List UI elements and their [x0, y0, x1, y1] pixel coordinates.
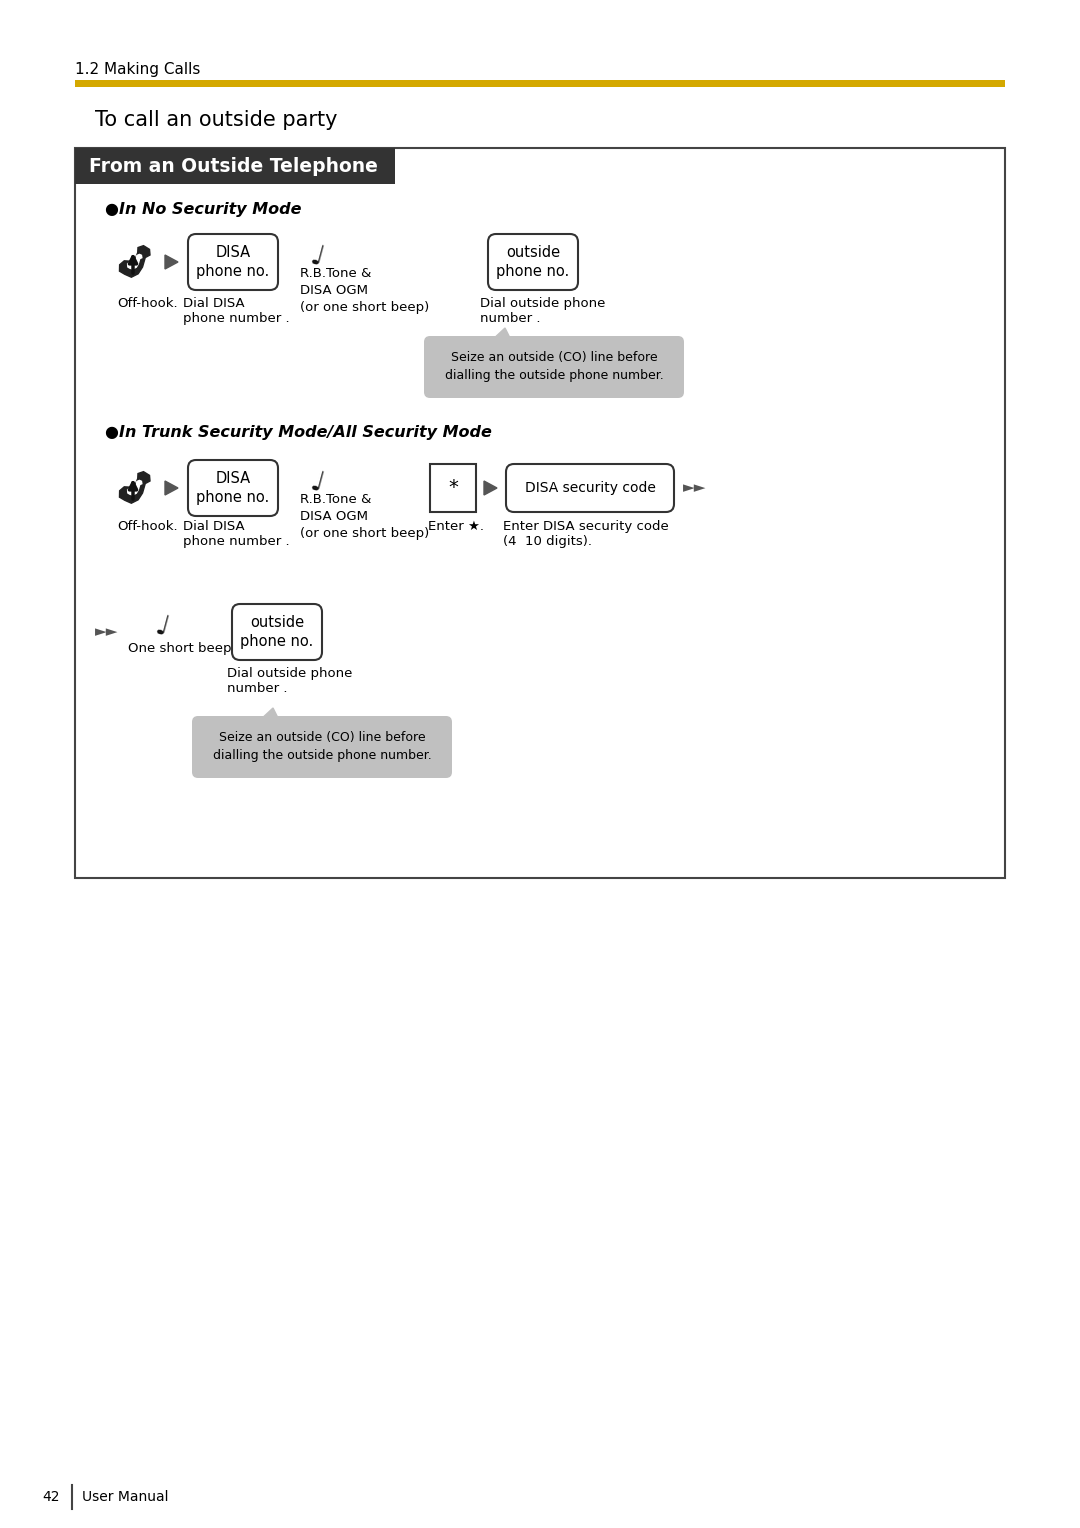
Polygon shape — [120, 472, 150, 503]
Polygon shape — [127, 480, 141, 495]
Text: ►►: ►► — [95, 623, 119, 639]
FancyBboxPatch shape — [507, 465, 674, 512]
FancyBboxPatch shape — [75, 148, 395, 183]
Text: Off-hook.: Off-hook. — [117, 520, 177, 533]
Text: Seize an outside (CO) line before
dialling the outside phone number.: Seize an outside (CO) line before dialli… — [213, 732, 431, 762]
Text: R.B.Tone &
DISA OGM
(or one short beep): R.B.Tone & DISA OGM (or one short beep) — [300, 494, 429, 539]
Text: Seize an outside (CO) line before
dialling the outside phone number.: Seize an outside (CO) line before dialli… — [445, 351, 663, 382]
Polygon shape — [165, 255, 178, 269]
Text: Dial outside phone
number .: Dial outside phone number . — [227, 668, 352, 695]
FancyBboxPatch shape — [430, 465, 476, 512]
Text: 42: 42 — [42, 1490, 60, 1504]
Text: *: * — [448, 478, 458, 498]
Text: To call an outside party: To call an outside party — [95, 110, 337, 130]
Text: R.B.Tone &
DISA OGM
(or one short beep): R.B.Tone & DISA OGM (or one short beep) — [300, 267, 429, 313]
Text: Off-hook.: Off-hook. — [117, 296, 177, 310]
FancyBboxPatch shape — [424, 336, 684, 397]
FancyBboxPatch shape — [75, 148, 1005, 879]
FancyBboxPatch shape — [232, 604, 322, 660]
Text: ►►: ►► — [683, 480, 706, 495]
Text: User Manual: User Manual — [82, 1490, 168, 1504]
Text: From an Outside Telephone: From an Outside Telephone — [89, 156, 378, 176]
FancyBboxPatch shape — [188, 460, 278, 516]
Polygon shape — [120, 246, 150, 277]
Polygon shape — [165, 481, 178, 495]
Text: DISA
phone no.: DISA phone no. — [197, 244, 270, 280]
Text: ●In No Security Mode: ●In No Security Mode — [105, 202, 301, 217]
Polygon shape — [484, 481, 497, 495]
Text: 1.2 Making Calls: 1.2 Making Calls — [75, 63, 201, 76]
Text: Enter DISA security code
(4  10 digits).: Enter DISA security code (4 10 digits). — [503, 520, 669, 549]
FancyBboxPatch shape — [192, 717, 453, 778]
Text: One short beep: One short beep — [129, 642, 231, 656]
Text: Enter ★.: Enter ★. — [428, 520, 484, 533]
FancyBboxPatch shape — [188, 234, 278, 290]
Polygon shape — [490, 329, 512, 342]
Text: ♩: ♩ — [307, 468, 327, 498]
Text: Dial DISA
phone number .: Dial DISA phone number . — [183, 520, 289, 549]
Text: DISA
phone no.: DISA phone no. — [197, 471, 270, 506]
Text: outside
phone no.: outside phone no. — [241, 614, 313, 649]
Polygon shape — [127, 254, 141, 269]
FancyBboxPatch shape — [488, 234, 578, 290]
Polygon shape — [258, 707, 280, 723]
Text: outside
phone no.: outside phone no. — [497, 244, 569, 280]
Text: ♩: ♩ — [152, 613, 172, 642]
Text: DISA security code: DISA security code — [525, 481, 656, 495]
Text: ●In Trunk Security Mode/All Security Mode: ●In Trunk Security Mode/All Security Mod… — [105, 425, 491, 440]
Text: Dial DISA
phone number .: Dial DISA phone number . — [183, 296, 289, 325]
Text: Dial outside phone
number .: Dial outside phone number . — [480, 296, 606, 325]
FancyBboxPatch shape — [75, 79, 1005, 87]
Text: ♩: ♩ — [307, 241, 327, 272]
